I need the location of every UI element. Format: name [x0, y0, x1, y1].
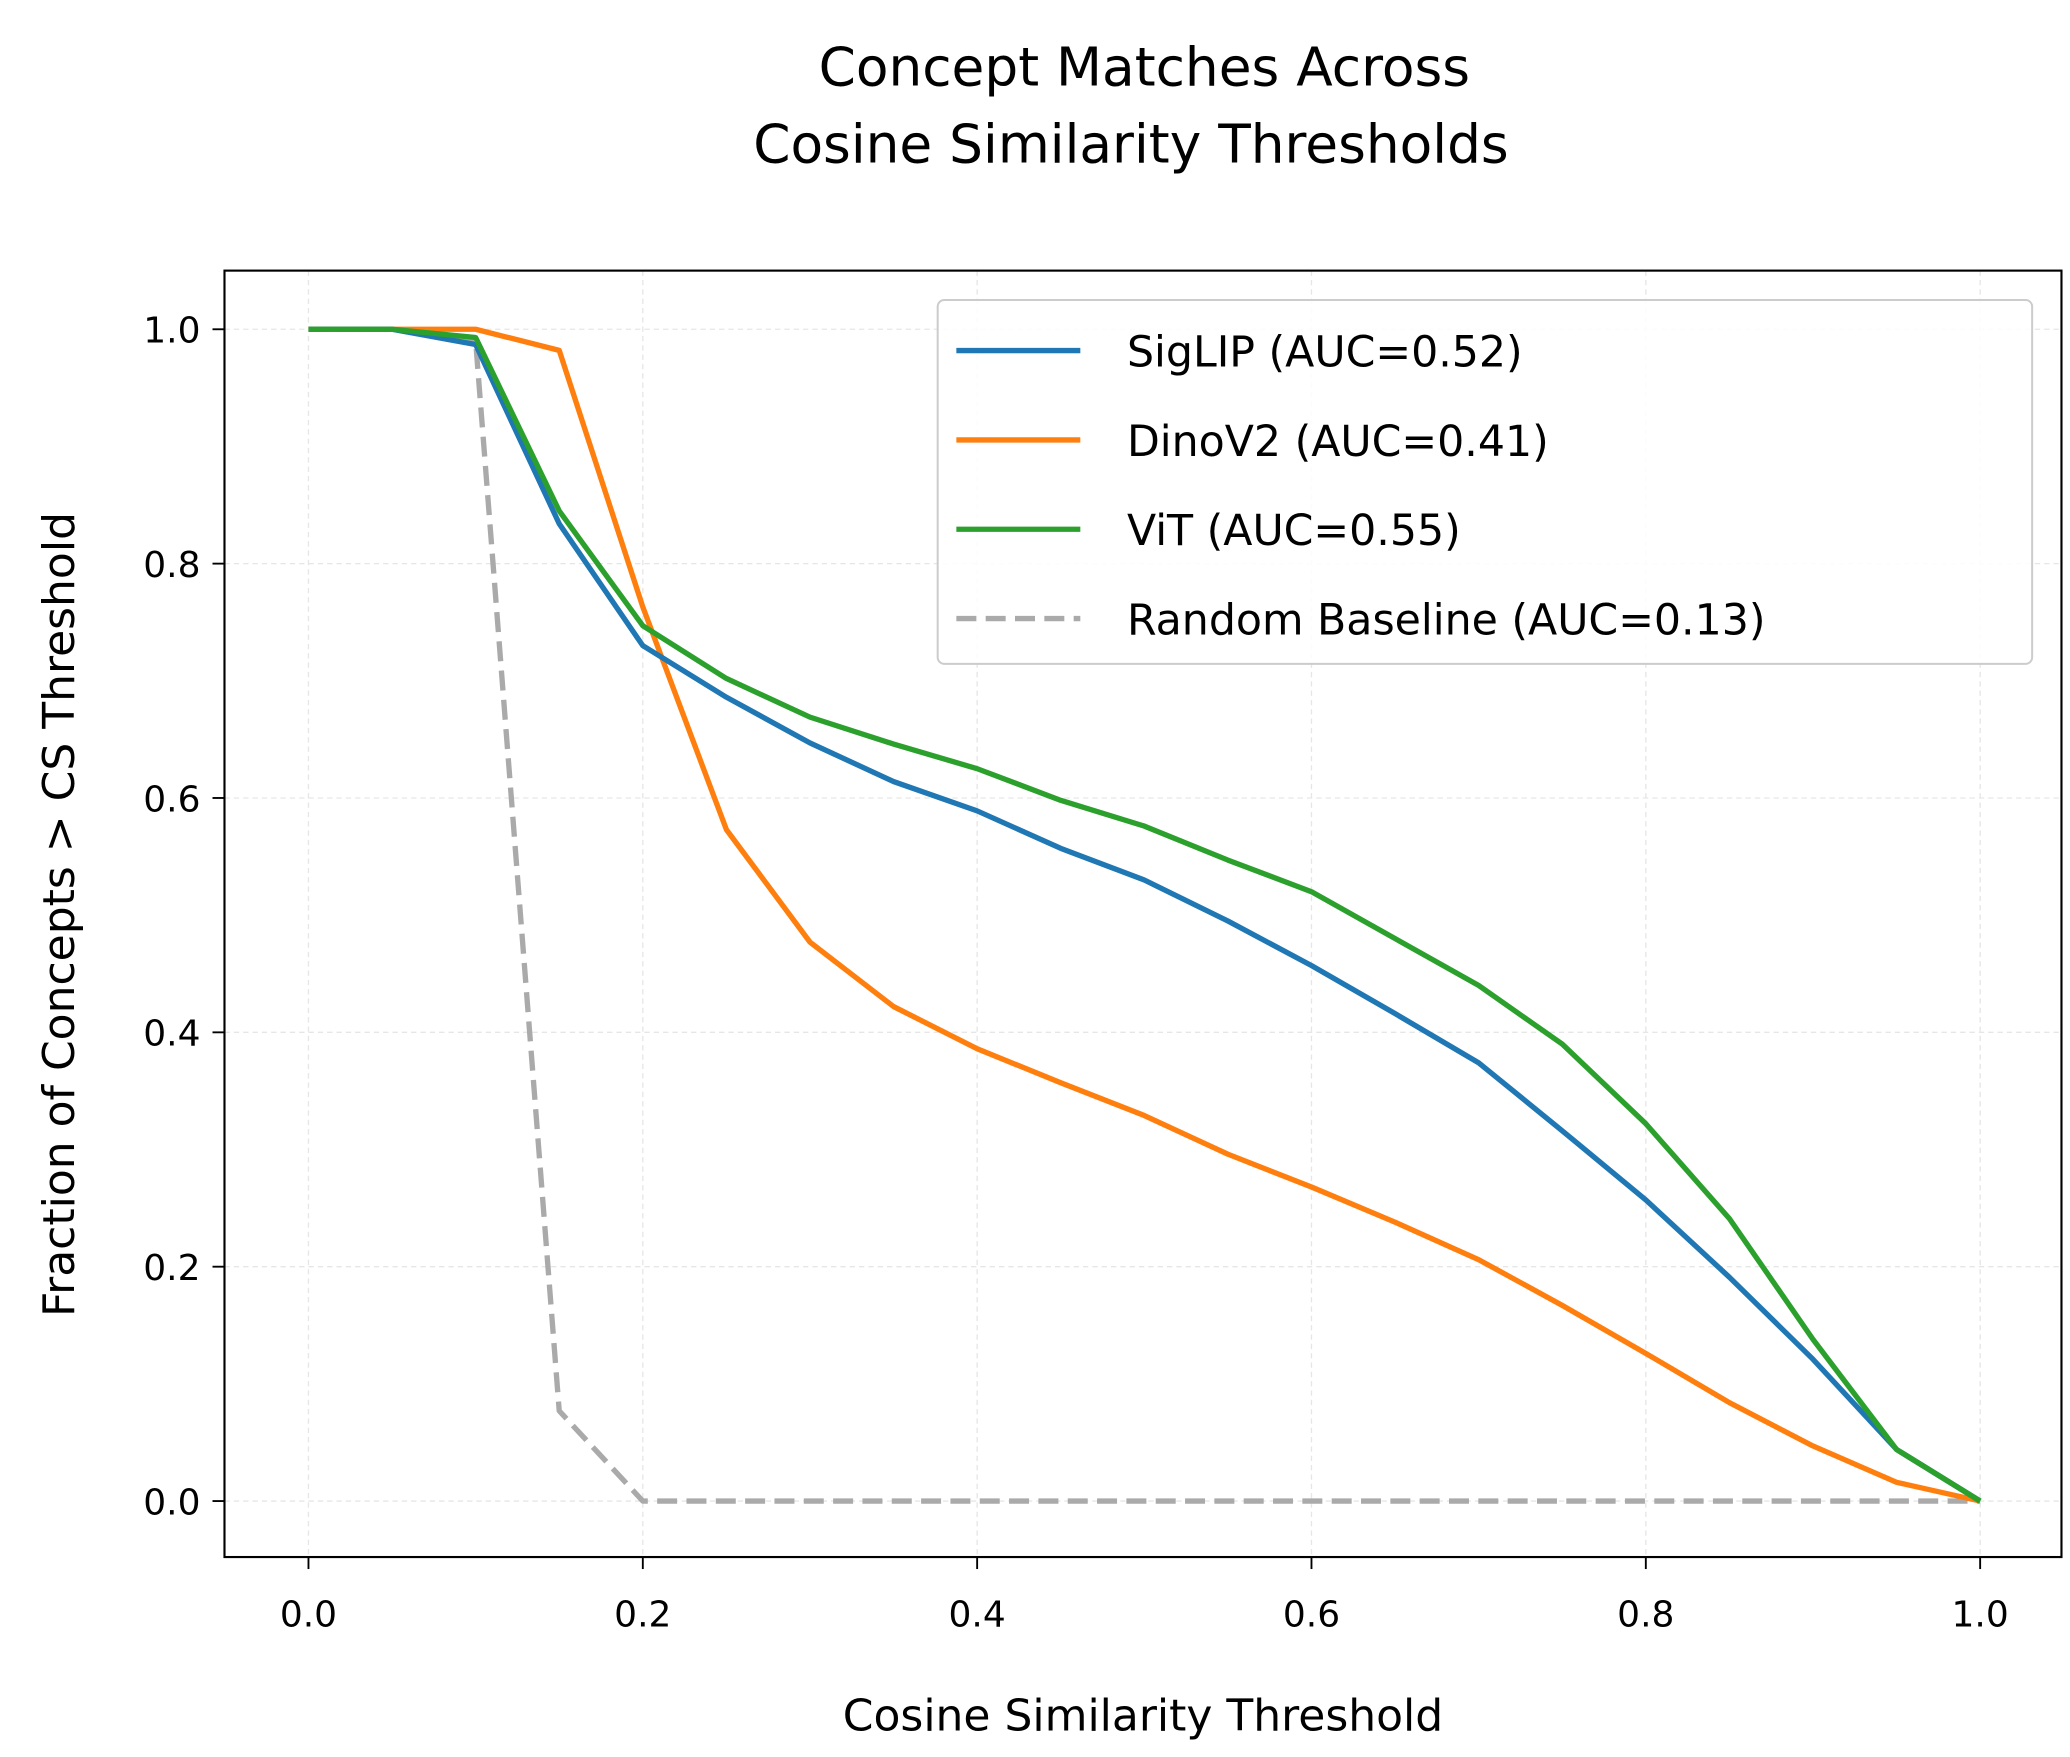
y-tick-label: 1.0 [143, 311, 200, 352]
x-tick-label: 0.0 [280, 1594, 337, 1635]
legend-label: Random Baseline (AUC=0.13) [1127, 596, 1766, 646]
y-axis-label: Fraction of Concepts > CS Threshold [34, 512, 85, 1317]
series-line-vit [308, 326, 1982, 1504]
series-line-random [308, 326, 1981, 1504]
series-line-siglip [308, 326, 1982, 1504]
x-tick-label: 0.8 [1617, 1594, 1674, 1635]
y-tick-label: 0.6 [143, 779, 200, 820]
y-tick-label: 0.4 [143, 1014, 200, 1055]
legend-label: DinoV2 (AUC=0.41) [1127, 417, 1549, 467]
legend-label: ViT (AUC=0.55) [1127, 506, 1461, 556]
x-axis-label: Cosine Similarity Threshold [843, 1690, 1443, 1741]
x-tick-label: 0.4 [949, 1594, 1006, 1635]
axis-ticks: 0.0 0.2 0.4 0.6 0.8 1.0 0.0 0.2 0.4 0.6 0.8 1.0 [143, 311, 2009, 1636]
y-tick-label: 0.0 [143, 1482, 200, 1523]
series-line-dinov2 [308, 326, 1981, 1504]
legend-label: SigLIP (AUC=0.52) [1127, 328, 1523, 378]
series-lines [308, 326, 1982, 1504]
y-tick-label: 0.2 [143, 1248, 200, 1289]
legend-box [936, 298, 2034, 665]
chart-title-line-1: Concept Matches Across [819, 36, 1470, 98]
x-tick-label: 0.6 [1283, 1594, 1340, 1635]
y-tick-label: 0.8 [143, 545, 200, 586]
x-tick-label: 1.0 [1952, 1594, 2009, 1635]
chart-title-line-2: Cosine Similarity Thresholds [753, 114, 1508, 176]
plot-frame [223, 269, 2063, 1559]
legend: SigLIP (AUC=0.52) DinoV2 (AUC=0.41) ViT (A… [936, 298, 2034, 665]
x-tick-label: 0.2 [614, 1594, 671, 1635]
